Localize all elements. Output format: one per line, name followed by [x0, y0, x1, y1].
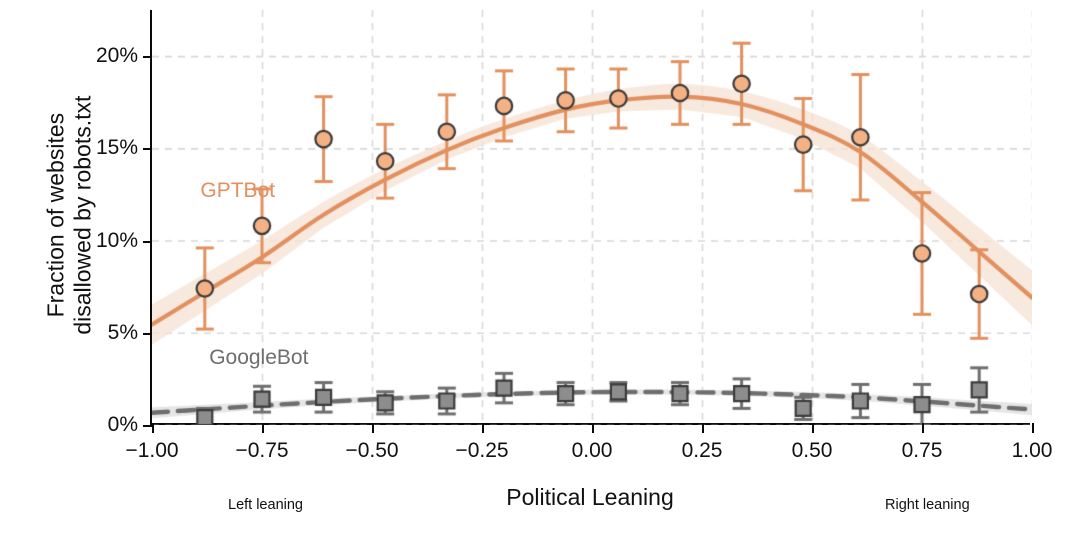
x-tick-label: 0.50 — [791, 439, 833, 462]
y-tick — [143, 332, 152, 335]
x-axis-title: Political Leaning — [506, 484, 674, 510]
y-tick — [143, 425, 152, 427]
annotation-left-leaning: Left leaning — [228, 497, 303, 513]
x-tick-label: −0.25 — [455, 439, 509, 462]
x-tick — [592, 423, 594, 433]
x-tick — [812, 423, 814, 433]
y-tick-label: 10% — [95, 228, 138, 252]
y-axis-title-line1: Fraction of websites — [42, 112, 69, 318]
x-tick — [482, 423, 484, 433]
x-tick-label: −0.50 — [345, 439, 399, 462]
x-tick — [922, 423, 924, 433]
x-tick — [372, 423, 374, 433]
y-tick-label: 15% — [95, 136, 138, 160]
x-tick — [1032, 423, 1034, 433]
y-tick-label: 20% — [95, 44, 138, 68]
x-tick-label: 0.25 — [681, 439, 723, 462]
x-tick-label: −1.00 — [125, 439, 179, 462]
plot-area: 0% 5% 10% 15% 20% −1.00 −0.75 −0.50 −0.25 0.00 0.2… — [96, 10, 1052, 462]
x-tick — [152, 423, 154, 433]
series-label-googlebot: GoogleBot — [209, 345, 309, 369]
y-tick — [143, 56, 152, 59]
x-tick-label: −0.75 — [235, 439, 289, 462]
y-tick-label: 0% — [107, 413, 138, 436]
x-tick — [262, 423, 264, 433]
y-tick — [143, 240, 152, 243]
annotation-right-leaning: Right leaning — [885, 497, 970, 513]
y-tick-label: 5% — [107, 320, 138, 344]
x-tick-label: 0.75 — [901, 439, 943, 462]
y-tick — [143, 148, 152, 151]
x-tick-label: 1.00 — [1011, 439, 1053, 462]
chart-canvas — [152, 10, 1032, 425]
x-tick-label: 0.00 — [571, 439, 613, 462]
y-axis-title-line2: disallowed by robots.txt — [70, 95, 97, 335]
series-label-gptbot: GPTBot — [200, 178, 276, 202]
x-tick — [702, 423, 704, 433]
